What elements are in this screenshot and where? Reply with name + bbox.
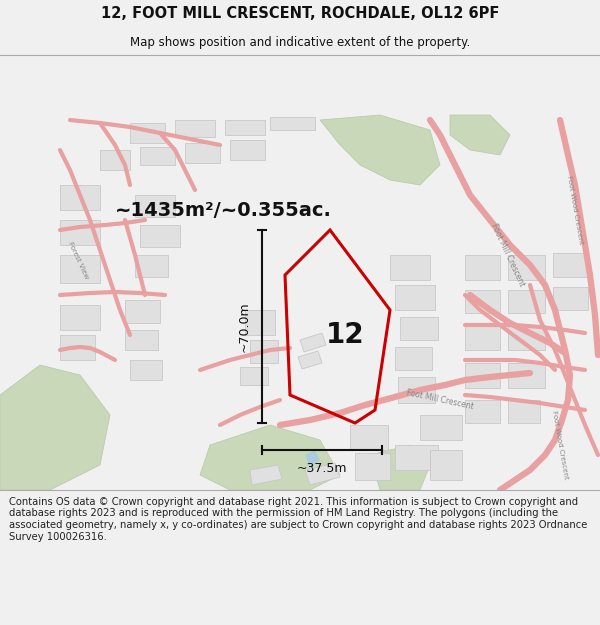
Polygon shape: [185, 143, 220, 163]
Polygon shape: [125, 300, 160, 323]
Polygon shape: [240, 367, 268, 385]
Polygon shape: [140, 147, 175, 165]
Polygon shape: [450, 115, 510, 155]
Polygon shape: [298, 351, 322, 369]
Polygon shape: [465, 325, 500, 350]
Text: Foot Wood Crescent: Foot Wood Crescent: [566, 175, 584, 245]
Polygon shape: [60, 185, 100, 210]
Text: ~37.5m: ~37.5m: [297, 461, 347, 474]
Polygon shape: [465, 255, 500, 280]
Polygon shape: [175, 120, 215, 137]
Text: Foot Wood Crescent: Foot Wood Crescent: [551, 410, 569, 480]
Polygon shape: [465, 290, 500, 313]
Text: 12: 12: [326, 321, 364, 349]
Polygon shape: [270, 117, 315, 130]
Polygon shape: [0, 365, 110, 490]
Text: ~70.0m: ~70.0m: [238, 301, 251, 352]
Polygon shape: [465, 400, 500, 423]
Polygon shape: [370, 445, 430, 490]
Polygon shape: [395, 285, 435, 310]
Polygon shape: [420, 415, 462, 440]
Polygon shape: [395, 347, 432, 370]
Text: Foot Mill Crescent: Foot Mill Crescent: [406, 389, 475, 411]
Polygon shape: [225, 120, 265, 135]
Text: 12, FOOT MILL CRESCENT, ROCHDALE, OL12 6PF: 12, FOOT MILL CRESCENT, ROCHDALE, OL12 6…: [101, 6, 499, 21]
Polygon shape: [130, 123, 165, 143]
Polygon shape: [305, 463, 340, 485]
Polygon shape: [135, 195, 175, 217]
Polygon shape: [400, 317, 438, 340]
Polygon shape: [508, 400, 540, 423]
Text: Contains OS data © Crown copyright and database right 2021. This information is : Contains OS data © Crown copyright and d…: [9, 497, 587, 541]
Polygon shape: [508, 325, 545, 350]
Polygon shape: [465, 363, 500, 388]
Polygon shape: [245, 310, 275, 335]
Polygon shape: [60, 255, 100, 283]
Polygon shape: [355, 453, 390, 480]
Polygon shape: [250, 340, 278, 363]
Polygon shape: [130, 360, 162, 380]
Polygon shape: [430, 450, 462, 480]
Polygon shape: [300, 333, 326, 352]
Polygon shape: [305, 450, 320, 467]
Polygon shape: [395, 445, 438, 470]
Polygon shape: [508, 363, 545, 388]
Polygon shape: [350, 425, 388, 450]
Polygon shape: [60, 220, 100, 245]
Polygon shape: [320, 115, 440, 185]
Polygon shape: [60, 305, 100, 330]
Text: Forest View: Forest View: [67, 241, 89, 279]
Polygon shape: [140, 225, 180, 247]
Polygon shape: [60, 335, 95, 360]
Polygon shape: [553, 253, 588, 277]
Polygon shape: [200, 425, 340, 490]
Polygon shape: [135, 255, 168, 277]
Polygon shape: [125, 330, 158, 350]
Polygon shape: [230, 140, 265, 160]
Polygon shape: [553, 287, 588, 310]
Polygon shape: [508, 290, 545, 313]
Text: Foot Mill Crescent: Foot Mill Crescent: [490, 222, 527, 288]
Polygon shape: [390, 255, 430, 280]
Polygon shape: [508, 255, 545, 280]
Polygon shape: [398, 377, 435, 403]
Polygon shape: [100, 150, 130, 170]
Polygon shape: [250, 465, 282, 485]
Text: ~1435m²/~0.355ac.: ~1435m²/~0.355ac.: [115, 201, 332, 219]
Text: Map shows position and indicative extent of the property.: Map shows position and indicative extent…: [130, 36, 470, 49]
